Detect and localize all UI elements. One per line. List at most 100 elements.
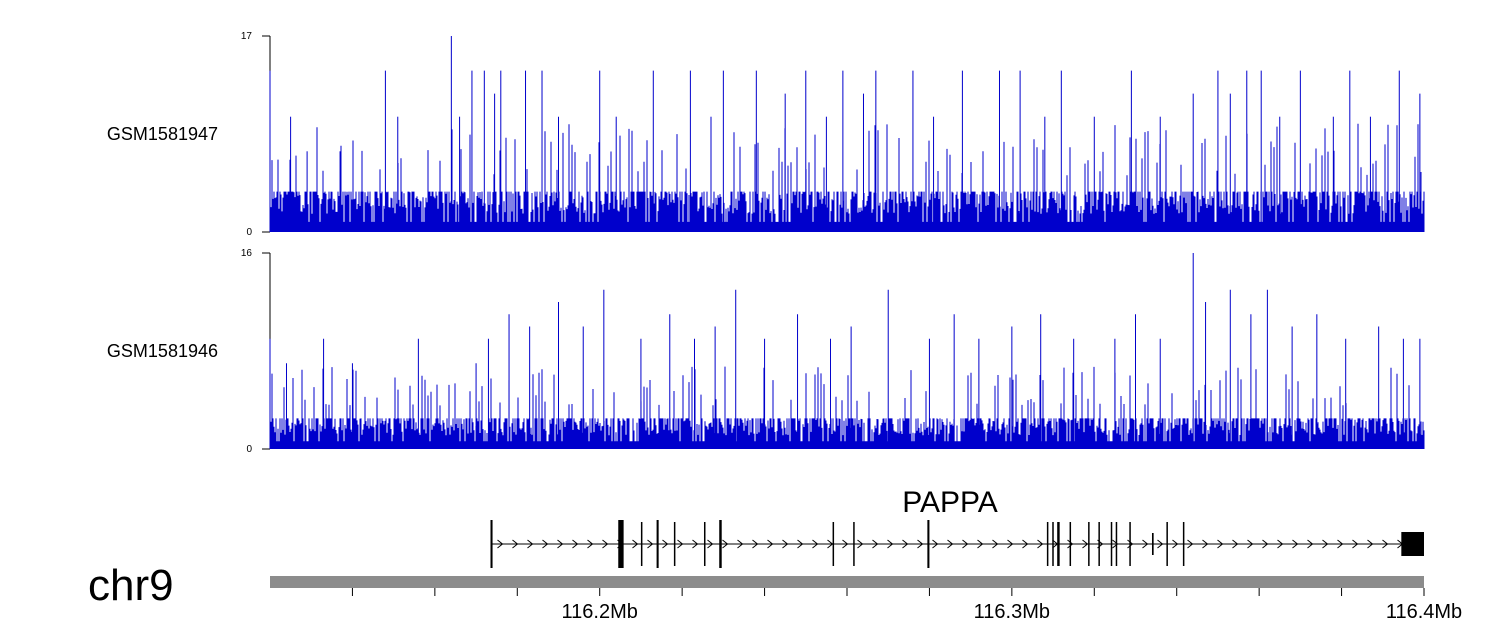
track1-signal [269, 36, 1425, 232]
gene-strand-arrow [782, 539, 789, 549]
gene-strand-arrow [1382, 539, 1389, 549]
gene-exon [656, 520, 659, 568]
gene-strand-arrow [887, 539, 894, 549]
track-label-gsm1581946: GSM1581946 [107, 341, 218, 361]
gene-strand-arrow [1262, 539, 1269, 549]
gene-strand-arrow [662, 539, 669, 549]
gene-exon [832, 522, 835, 566]
gene-strand-arrow [1187, 539, 1194, 549]
gene-strand-arrow [1202, 539, 1209, 549]
gene-strand-arrow [1367, 539, 1374, 549]
gene-exon [927, 520, 930, 568]
track2-signal [269, 253, 1425, 449]
gene-strand-arrow [737, 539, 744, 549]
genomic-position-axis: 116.2Mb 116.3Mb 116.4Mb [351, 588, 1462, 623]
gene-exon [490, 520, 493, 568]
gene-strand-arrow [917, 539, 924, 549]
gene-exon [1046, 522, 1049, 566]
gene-strand-arrow [602, 539, 609, 549]
gene-strand-arrow [1082, 539, 1089, 549]
gene-strand-arrow [1232, 539, 1239, 549]
gene-strand-arrow [632, 539, 639, 549]
gene-strand-arrow [1007, 539, 1014, 549]
gene-strand-arrow [1112, 539, 1119, 549]
gene-exon [703, 522, 706, 566]
gene-strand-arrow [722, 539, 729, 549]
gene-exon [1052, 522, 1054, 566]
gene-strand-arrow [1217, 539, 1224, 549]
gene-strand-arrow [587, 539, 594, 549]
gene-strand-arrow [572, 539, 579, 549]
gene-strand-arrow [527, 539, 534, 549]
gene-strand-arrow [767, 539, 774, 549]
gene-strand-arrow [692, 539, 699, 549]
gene-strand-arrow [1322, 539, 1329, 549]
gene-strand-arrow [842, 539, 849, 549]
gene-strand-arrow [947, 539, 954, 549]
gene-strand-arrow [557, 539, 564, 549]
gene-strand-arrow [647, 539, 654, 549]
gene-exon [673, 522, 676, 566]
gene-strand-arrow [872, 539, 879, 549]
gene-strand-arrow [677, 539, 684, 549]
gene-exon [1057, 522, 1060, 566]
track-label-gsm1581947: GSM1581947 [107, 124, 218, 144]
gene-strand-arrow [902, 539, 909, 549]
axis-tick-label: 116.4Mb [1386, 601, 1462, 623]
gene-strand-arrow [497, 539, 504, 549]
gene-exon [1182, 522, 1185, 566]
gene-strand-arrow [1037, 539, 1044, 549]
gene-exon [1151, 533, 1154, 555]
signal-baseline [270, 191, 1425, 232]
gene-strand-arrow [1292, 539, 1299, 549]
gene-exon [1069, 522, 1072, 566]
track1-ymin-label: 0 [246, 227, 252, 238]
gene-strand-arrow [1157, 539, 1164, 549]
gene-exon [1115, 522, 1118, 566]
chromosome-ideogram-bar [270, 576, 1424, 588]
chromosome-label: chr9 [88, 561, 174, 610]
gene-strand-arrow [707, 539, 714, 549]
gene-strand-arrow [992, 539, 999, 549]
gene-exon [1110, 522, 1113, 566]
gene-exon [1166, 522, 1168, 566]
gene-exon [853, 522, 855, 566]
gene-strand-arrow [1127, 539, 1134, 549]
gene-strand-arrow [542, 539, 549, 549]
gene-exon [1401, 532, 1424, 556]
gene-strand-arrow [1337, 539, 1344, 549]
track2-ymax-label: 16 [241, 248, 253, 259]
gene-strand-arrow [1307, 539, 1314, 549]
gene-exon [719, 520, 722, 568]
gene-strand-arrow [977, 539, 984, 549]
gene-label: PAPPA [902, 486, 998, 519]
gene-strand-arrow [932, 539, 939, 549]
gene-strand-arrow [1142, 539, 1149, 549]
track-gsm1581947: GSM1581947 17 0 [107, 31, 1425, 238]
gene-strand-arrow [1352, 539, 1359, 549]
gene-strand-arrow [827, 539, 834, 549]
gene-strand-arrow [962, 539, 969, 549]
gene-strand-arrow [512, 539, 519, 549]
axis-tick-label: 116.2Mb [562, 601, 638, 623]
gene-strand-arrow [1022, 539, 1029, 549]
track-gsm1581946: GSM1581946 16 0 [107, 248, 1425, 455]
track1-ymax-label: 17 [241, 31, 253, 42]
track2-ymin-label: 0 [246, 444, 252, 455]
gene-exon [1098, 522, 1100, 566]
gene-strand-arrow [1172, 539, 1179, 549]
gene-strand-arrow [1247, 539, 1254, 549]
gene-strand-arrow [1277, 539, 1284, 549]
gene-strand-arrow [1067, 539, 1074, 549]
axis-tick-label: 116.3Mb [974, 601, 1050, 623]
gene-strand-arrow [797, 539, 804, 549]
gene-strand-arrow [752, 539, 759, 549]
gene-exon [640, 522, 643, 566]
gene-exon [618, 520, 624, 568]
gene-model-pappa: PAPPA [490, 486, 1424, 568]
gene-strand-arrow [812, 539, 819, 549]
gene-exon [1129, 522, 1131, 566]
gene-strand-arrow [857, 539, 864, 549]
gene-exon [1088, 522, 1090, 566]
